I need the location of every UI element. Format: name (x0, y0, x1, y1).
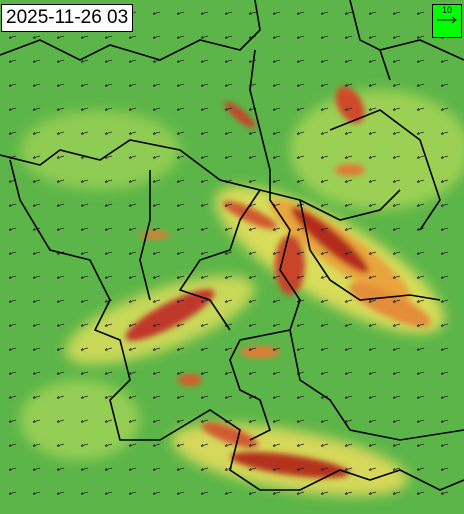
wind-scale: 10 (432, 4, 462, 38)
timestamp: 2025-11-26 03 (1, 4, 134, 32)
scale-arrow (437, 16, 457, 24)
scale-label: 10 (441, 5, 452, 15)
borders (0, 0, 464, 491)
